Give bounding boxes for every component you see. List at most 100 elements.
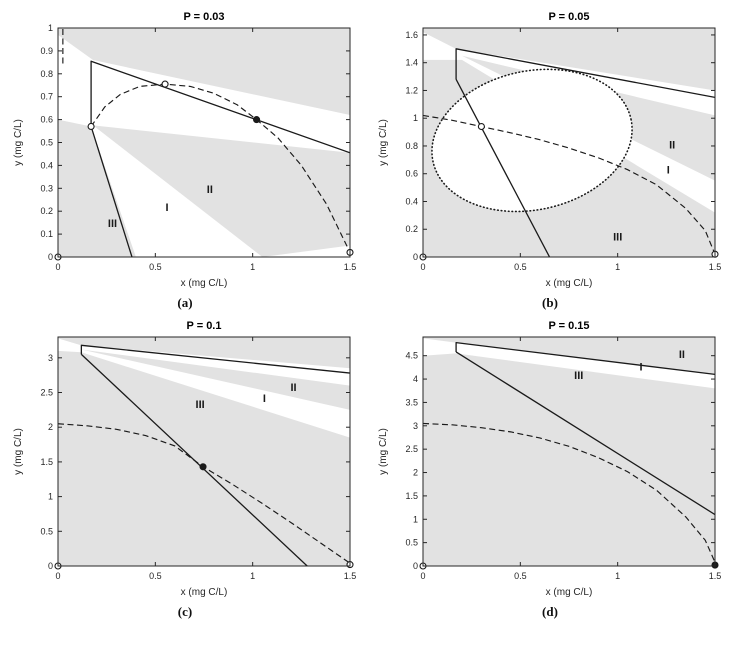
x-axis-tick-label: 0	[420, 571, 425, 581]
x-axis-tick-label: 0	[55, 262, 60, 272]
region-label: I	[165, 202, 168, 214]
x-axis-tick-label: 1.5	[344, 571, 357, 581]
y-axis-label: y (mg C/L)	[378, 119, 389, 166]
prey-nullcline-dashed	[423, 422, 715, 563]
region-label: III	[108, 218, 117, 230]
axes-box	[422, 27, 716, 258]
axes-box	[422, 336, 716, 567]
y-axis-tick-label: 1.6	[405, 30, 418, 40]
y-axis-tick-label: 1	[413, 113, 418, 123]
boundary-solid	[455, 79, 551, 257]
shaded-region	[93, 125, 350, 257]
y-axis-tick-label: 0.6	[405, 169, 418, 179]
region-label: I	[639, 362, 642, 374]
y-axis-tick-label: 1	[413, 514, 418, 524]
subplot-caption-b: (b)	[542, 295, 558, 310]
y-axis-tick-label: 3.5	[405, 397, 418, 407]
equilibrium-point-filled	[253, 116, 261, 124]
panel-b: II I III 0 0.5 1 1.5 0 0.2 0.4 0.6 0.8 1 1.2 1.4 1.6 P =…	[375, 8, 725, 311]
x-axis-tick-label: 1.5	[709, 571, 722, 581]
predator-nullcline-solid	[455, 341, 715, 376]
shaded-region	[423, 353, 715, 566]
y-axis-label: y (mg C/L)	[378, 428, 389, 475]
region-label: III	[613, 231, 622, 243]
shaded-region	[58, 350, 350, 566]
y-axis-tick-label: 0.8	[40, 69, 53, 79]
predator-nullcline-solid	[90, 60, 350, 154]
y-axis-tick-label: 0	[48, 252, 53, 262]
y-axis-tick-label: 0	[413, 252, 418, 262]
boundary-solid	[90, 126, 133, 257]
y-axis-label: y (mg C/L)	[13, 428, 24, 475]
y-axis-tick-label: 1	[48, 23, 53, 33]
y-axis-tick-label: 4.5	[405, 351, 418, 361]
x-axis-label: x (mg C/L)	[181, 278, 228, 289]
x-axis-tick-label: 0.5	[149, 571, 162, 581]
y-axis-tick-label: 0.4	[40, 160, 53, 170]
panel-d: II I III 0 0.5 1 1.5 0 0.5 1 1.5 2 2.5 3 3.5 4 4.5 P = 0.…	[375, 317, 725, 620]
x-axis-tick-label: 1	[250, 262, 255, 272]
region-label: III	[196, 399, 205, 411]
y-axis-tick-label: 4	[413, 374, 418, 384]
region-label: II	[679, 349, 685, 361]
y-axis-tick-label: 0	[413, 561, 418, 571]
y-axis-tick-label: 0.5	[405, 538, 418, 548]
y-axis-tick-label: 0.9	[40, 46, 53, 56]
panel-a: III I II 0 0.5 1 1.5 0 0.1 0.2 0.3 0.4 0.5 0.6 0.7 0.8 0…	[10, 8, 360, 311]
y-axis-tick-label: 1.5	[40, 457, 53, 467]
shaded-region	[58, 119, 136, 257]
x-axis-tick-label: 1.5	[709, 262, 722, 272]
predator-nullcline-solid	[455, 48, 715, 99]
region-label: I	[667, 165, 670, 177]
y-axis-tick-label: 2	[48, 422, 53, 432]
y-axis-tick-label: 0.2	[40, 206, 53, 216]
shaded-region	[58, 337, 350, 369]
region-label: I	[263, 393, 266, 405]
region-label: II	[290, 382, 296, 394]
x-axis-tick-label: 1	[615, 571, 620, 581]
y-axis-tick-label: 1.5	[405, 491, 418, 501]
y-axis-label: y (mg C/L)	[13, 119, 24, 166]
y-axis-tick-label: 0.6	[40, 115, 53, 125]
chart-title: P = 0.15	[548, 320, 589, 332]
y-axis-tick-label: 2.5	[405, 444, 418, 454]
equilibrium-point-open	[161, 80, 169, 88]
x-axis-tick-label: 0	[55, 571, 60, 581]
subplot-caption-a: (a)	[177, 295, 193, 310]
y-axis-tick-label: 0.5	[40, 138, 53, 148]
y-axis-tick-label: 3	[413, 421, 418, 431]
y-axis-tick-label: 1	[48, 492, 53, 502]
x-axis-tick-label: 0	[420, 262, 425, 272]
chart-title: P = 0.1	[187, 320, 222, 332]
subplot-caption-d: (d)	[542, 604, 558, 619]
y-axis-tick-label: 0.8	[405, 141, 418, 151]
prey-nullcline-dashed	[423, 114, 715, 255]
shaded-region	[58, 28, 350, 116]
limit-cycle-dotted	[431, 68, 633, 213]
x-axis-tick-label: 1	[615, 262, 620, 272]
y-axis-tick-label: 2.5	[40, 388, 53, 398]
shaded-region	[423, 28, 715, 91]
x-axis-tick-label: 0.5	[514, 571, 527, 581]
subplot-caption-c: (c)	[177, 604, 193, 619]
chart-title: P = 0.03	[183, 11, 224, 23]
region-label: III	[574, 370, 583, 382]
y-axis-tick-label: 0.7	[40, 92, 53, 102]
y-axis-tick-label: 1.2	[405, 85, 418, 95]
chart-title: P = 0.05	[548, 11, 589, 23]
panel-c: III I II 0 0.5 1 1.5 0 0.5 1 1.5 2 2.5 3 P = 0.1 x (mg …	[10, 317, 360, 620]
region-label: II	[207, 184, 213, 196]
y-axis-tick-label: 0.1	[40, 229, 53, 239]
boundary-solid	[455, 351, 715, 516]
x-axis-label: x (mg C/L)	[546, 587, 593, 598]
predator-nullcline-solid	[80, 344, 350, 374]
equilibrium-point-filled	[199, 463, 207, 471]
x-axis-tick-label: 0.5	[514, 262, 527, 272]
y-axis-tick-label: 0.4	[405, 196, 418, 206]
